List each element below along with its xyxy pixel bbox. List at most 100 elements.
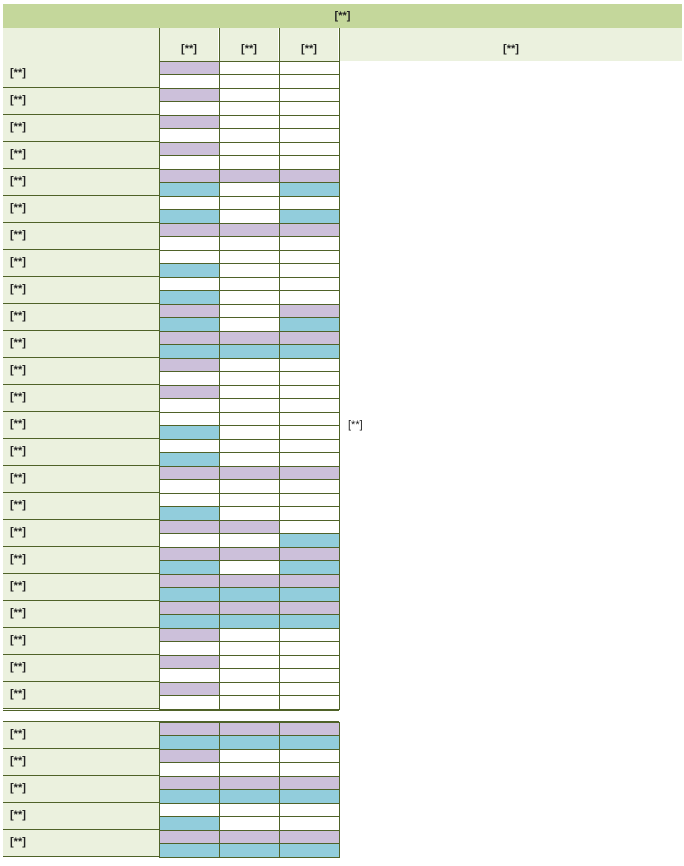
grid-cell-bottom-col2 xyxy=(219,425,280,440)
grid-cell-top-col3 xyxy=(279,439,340,453)
grid-cell-top-col1 xyxy=(159,196,220,210)
grid-cell-bottom-col3 xyxy=(279,236,340,251)
grid-cell-top-col2 xyxy=(219,830,280,844)
grid-cell-top-col3 xyxy=(279,655,340,669)
grid-cell-top-col1 xyxy=(159,493,220,507)
row-label: [**] xyxy=(3,385,159,412)
row-label: [**] xyxy=(3,628,159,655)
grid-cell-bottom-col3 xyxy=(279,209,340,224)
grid-cell-top-col3 xyxy=(279,574,340,588)
grid-cell-top-col3 xyxy=(279,61,340,75)
row-label: [**] xyxy=(3,88,159,115)
grid-cell-bottom-col1 xyxy=(159,290,220,305)
grid-cell-top-col2 xyxy=(219,628,280,642)
grid-cell-top-col3 xyxy=(279,830,340,844)
grid-cell-bottom-col3 xyxy=(279,843,340,858)
grid-cell-bottom-col1 xyxy=(159,587,220,602)
grid-cell-bottom-col1 xyxy=(159,533,220,548)
grid-cell-bottom-col3 xyxy=(279,452,340,467)
grid-cell-top-col3 xyxy=(279,803,340,817)
grid-cell-top-col3 xyxy=(279,722,340,736)
column-header-2: [**] xyxy=(219,28,278,61)
grid-cell-top-col1 xyxy=(159,749,220,763)
grid-cell-bottom-col1 xyxy=(159,506,220,521)
grid-cell-top-col2 xyxy=(219,88,280,102)
grid-cell-top-col3 xyxy=(279,304,340,318)
grid-cell-top-col3 xyxy=(279,331,340,345)
grid-cell-bottom-col1 xyxy=(159,101,220,116)
grid-cell-top-col2 xyxy=(219,722,280,736)
grid-cell-top-col1 xyxy=(159,169,220,183)
grid-cell-bottom-col3 xyxy=(279,74,340,89)
grid-cell-bottom-col3 xyxy=(279,695,340,710)
grid-cell-bottom-col2 xyxy=(219,155,280,170)
row-label: [**] xyxy=(3,439,159,466)
grid-cell-top-col2 xyxy=(219,277,280,291)
grid-cell-bottom-col1 xyxy=(159,263,220,278)
grid-cell-bottom-col2 xyxy=(219,290,280,305)
grid-cell-bottom-col2 xyxy=(219,641,280,656)
grid-cell-top-col1 xyxy=(159,655,220,669)
grid-cell-bottom-col1 xyxy=(159,317,220,332)
grid-cell-bottom-col2 xyxy=(219,74,280,89)
grid-cell-top-col1 xyxy=(159,547,220,561)
grid-cell-top-col2 xyxy=(219,196,280,210)
row-label: [**] xyxy=(3,601,159,628)
grid-cell-bottom-col2 xyxy=(219,128,280,143)
header-blank-cell xyxy=(3,28,159,61)
grid-cell-top-col3 xyxy=(279,601,340,615)
row-label: [**] xyxy=(3,196,159,223)
grid-cell-bottom-col3 xyxy=(279,816,340,831)
grid-cell-bottom-col2 xyxy=(219,398,280,413)
grid-cell-bottom-col3 xyxy=(279,425,340,440)
grid-cell-bottom-col3 xyxy=(279,587,340,602)
row-label: [**] xyxy=(3,749,159,776)
grid-cell-top-col2 xyxy=(219,61,280,75)
grid-cell-top-col1 xyxy=(159,574,220,588)
grid-cell-top-col3 xyxy=(279,169,340,183)
grid-cell-top-col3 xyxy=(279,682,340,696)
grid-cell-top-col2 xyxy=(219,655,280,669)
grid-cell-bottom-col3 xyxy=(279,641,340,656)
grid-cell-bottom-col2 xyxy=(219,533,280,548)
group-separator-row xyxy=(3,710,339,722)
row-label: [**] xyxy=(3,331,159,358)
grid-cell-top-col2 xyxy=(219,520,280,534)
grid-cell-top-col3 xyxy=(279,142,340,156)
grid-cell-bottom-col3 xyxy=(279,182,340,197)
grid-cell-top-col2 xyxy=(219,439,280,453)
row-label: [**] xyxy=(3,830,159,857)
row-label: [**] xyxy=(3,412,159,439)
sheet-title: [**] xyxy=(3,4,682,28)
grid-cell-top-col2 xyxy=(219,358,280,372)
grid-cell-top-col1 xyxy=(159,682,220,696)
row-label: [**] xyxy=(3,223,159,250)
grid-cell-bottom-col1 xyxy=(159,641,220,656)
grid-cell-top-col1 xyxy=(159,250,220,264)
grid-cell-top-col3 xyxy=(279,776,340,790)
grid-cell-top-col1 xyxy=(159,776,220,790)
row-label: [**] xyxy=(3,61,159,88)
grid-cell-top-col1 xyxy=(159,142,220,156)
grid-cell-bottom-col1 xyxy=(159,155,220,170)
grid-cell-top-col3 xyxy=(279,88,340,102)
grid-cell-top-col2 xyxy=(219,493,280,507)
grid-cell-bottom-col3 xyxy=(279,290,340,305)
grid-cell-top-col2 xyxy=(219,682,280,696)
grid-cell-top-col3 xyxy=(279,493,340,507)
row-label: [**] xyxy=(3,547,159,574)
grid-cell-bottom-col2 xyxy=(219,236,280,251)
grid-cell-bottom-col1 xyxy=(159,344,220,359)
grid-cell-top-col3 xyxy=(279,412,340,426)
grid-cell-top-col1 xyxy=(159,830,220,844)
merged-note-cell: [**] xyxy=(348,419,363,431)
grid-cell-bottom-col3 xyxy=(279,344,340,359)
grid-cell-bottom-col3 xyxy=(279,371,340,386)
grid-cell-top-col3 xyxy=(279,223,340,237)
grid-cell-top-col1 xyxy=(159,358,220,372)
grid-cell-bottom-col1 xyxy=(159,425,220,440)
grid-cell-bottom-col1 xyxy=(159,816,220,831)
right-column-header: [**] xyxy=(339,28,682,61)
grid-cell-bottom-col1 xyxy=(159,843,220,858)
grid-cell-bottom-col2 xyxy=(219,668,280,683)
